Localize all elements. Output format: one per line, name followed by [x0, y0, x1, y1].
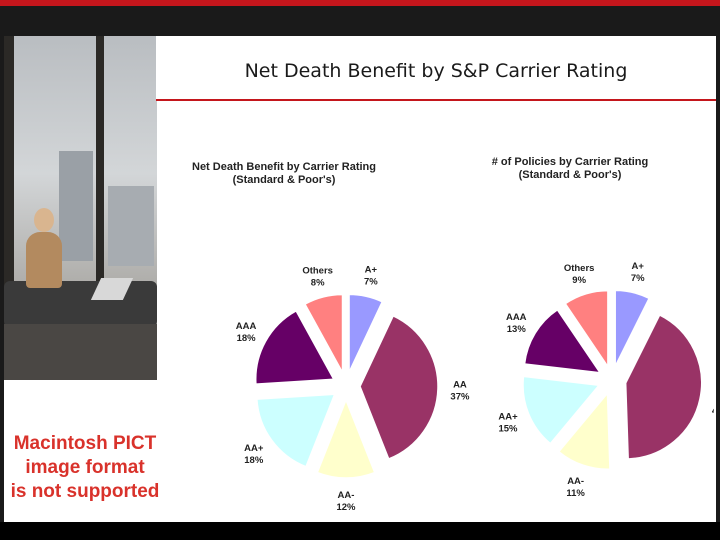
bottom-bar	[0, 522, 720, 540]
pie-slice	[624, 313, 703, 460]
window-frame	[4, 36, 14, 380]
pie-slice	[359, 314, 439, 460]
building	[59, 151, 93, 261]
slice-value-label: 11%	[566, 488, 585, 499]
couch	[4, 281, 157, 327]
pict-line: is not supported	[10, 481, 160, 502]
slide-title: Net Death Benefit by S&P Carrier Rating	[244, 60, 628, 82]
slide: Macintosh PICT image format is not suppo…	[4, 36, 716, 522]
pie-slice	[303, 293, 344, 373]
pie-chart-1: Net Death Benefit by Carrier Rating(Stan…	[192, 161, 470, 513]
couch-base	[4, 324, 157, 380]
slice-label: AA+	[244, 443, 264, 454]
pict-line: image format	[25, 457, 145, 478]
slice-label: AA-	[338, 490, 355, 501]
slice-label: A+	[365, 265, 378, 276]
pie-slice	[557, 391, 611, 470]
pie-slice	[256, 393, 336, 468]
building	[108, 186, 154, 266]
slice-label: AA	[453, 380, 467, 391]
pict-placeholder-box	[4, 380, 166, 522]
pict-line: Macintosh PICT	[13, 433, 157, 454]
slice-value-label: 7%	[631, 273, 645, 284]
slice-value-label: 7%	[364, 277, 378, 288]
slice-label: Others	[302, 266, 333, 277]
chart-title: # of Policies by Carrier Rating	[492, 156, 649, 168]
pie-slice	[316, 397, 376, 479]
slice-label: AAA	[236, 321, 257, 332]
slice-value-label: 40%	[712, 406, 714, 417]
title-rule	[156, 99, 716, 101]
slice-value-label: 37%	[450, 392, 470, 403]
slice-label: A+	[631, 261, 644, 272]
slice-label: AA-	[567, 476, 584, 487]
person	[26, 232, 62, 288]
slice-label: AAA	[506, 312, 527, 323]
office-photo	[4, 36, 157, 380]
pie-slice	[523, 308, 602, 374]
pie-chart-2: # of Policies by Carrier Rating(Standard…	[492, 156, 714, 499]
pie-slice	[522, 375, 601, 445]
slice-label: AA+	[498, 412, 518, 423]
pie-charts: Net Death Benefit by Carrier Rating(Stan…	[192, 156, 714, 513]
chart-title: (Standard & Poor's)	[519, 169, 622, 181]
pie-slice	[348, 293, 384, 373]
slice-label: Others	[564, 263, 595, 274]
pict-placeholder-text: Macintosh PICT image format is not suppo…	[4, 432, 166, 504]
slice-value-label: 18%	[237, 333, 257, 344]
person-head	[34, 208, 54, 232]
window-frame	[96, 36, 104, 380]
chart-title: Net Death Benefit by Carrier Rating	[192, 161, 376, 173]
pie-slice	[614, 289, 651, 367]
top-accent-bar	[0, 0, 720, 6]
slice-value-label: 15%	[498, 424, 518, 435]
slice-value-label: 13%	[507, 324, 527, 335]
slice-value-label: 9%	[572, 275, 586, 286]
pie-slice	[255, 309, 335, 385]
title-area	[156, 36, 716, 100]
chart-title: (Standard & Poor's)	[233, 174, 336, 186]
slice-value-label: 18%	[244, 455, 264, 466]
slice-value-label: 8%	[311, 278, 325, 289]
slice-value-label: 12%	[336, 502, 356, 513]
pie-slice	[564, 289, 609, 370]
